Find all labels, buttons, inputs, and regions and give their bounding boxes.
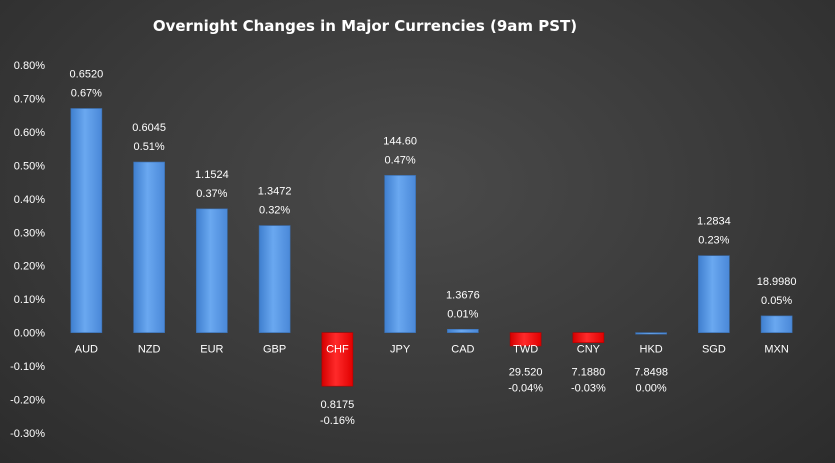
y-tick-label: 0.40%: [14, 194, 45, 206]
y-tick-label: 0.30%: [14, 227, 45, 239]
category-label: CAD: [451, 344, 474, 356]
bar-sgd: [698, 255, 730, 333]
rate-label: 7.8498: [634, 367, 668, 379]
value-label: 0.05%: [761, 295, 792, 307]
category-label: MXN: [764, 344, 789, 356]
bar-nzd: [133, 161, 165, 333]
bar-hkd: [635, 332, 667, 335]
bar-chf: [321, 332, 354, 387]
data-labels: 0.6520 0.67% 0.6045 0.51% 1.1524 0.37% 1.3472 0…: [70, 68, 797, 427]
category-label: HKD: [640, 344, 663, 356]
y-tick-label: 0.60%: [14, 127, 45, 139]
bar-mxn: [760, 315, 793, 333]
rate-label: 0.6520: [70, 68, 104, 80]
category-label: GBP: [263, 344, 286, 356]
bar-gbp: [258, 225, 291, 333]
rate-label: 1.3472: [258, 186, 292, 198]
bars: [70, 108, 793, 387]
y-axis: -0.30% -0.20% -0.10% 0.00% 0.10% 0.20% 0.30% 0.…: [10, 60, 45, 440]
value-label: 0.32%: [259, 205, 290, 217]
y-tick-label: -0.30%: [10, 428, 45, 440]
rate-label: 1.3676: [446, 289, 480, 301]
value-label: 0.37%: [196, 188, 227, 200]
value-label: 0.67%: [71, 87, 102, 99]
chart-title: Overnight Changes in Major Currencies (9…: [153, 17, 577, 35]
bar-cny: [572, 332, 605, 343]
category-label: TWD: [513, 344, 538, 356]
value-label: -0.04%: [508, 383, 543, 395]
category-labels: AUD NZD EUR GBP CHF JPY CAD TWD CNY HKD SGD MXN: [75, 344, 789, 356]
category-label: AUD: [75, 344, 98, 356]
value-label: -0.03%: [571, 383, 606, 395]
value-label: -0.16%: [320, 415, 355, 427]
category-label: CNY: [577, 344, 601, 356]
y-tick-label: 0.80%: [14, 60, 45, 72]
rate-label: 18.9980: [757, 276, 797, 288]
y-tick-label: 0.50%: [14, 160, 45, 172]
value-label: 0.51%: [134, 141, 165, 153]
bar-twd: [509, 332, 542, 347]
category-label: SGD: [702, 344, 726, 356]
bar-cad: [447, 328, 479, 333]
bar-aud: [70, 108, 103, 333]
y-tick-label: 0.20%: [14, 261, 45, 273]
value-label: 0.47%: [385, 154, 416, 166]
bar-eur: [196, 208, 228, 333]
value-label: 0.01%: [447, 308, 478, 320]
category-label: EUR: [200, 344, 223, 356]
rate-label: 144.60: [383, 135, 417, 147]
y-tick-label: 0.00%: [14, 328, 45, 340]
category-label: NZD: [138, 344, 161, 356]
category-label: JPY: [390, 344, 411, 356]
value-label: 0.23%: [698, 235, 729, 247]
rate-label: 29.520: [509, 367, 543, 379]
category-label: CHF: [326, 344, 349, 356]
y-tick-label: -0.20%: [10, 395, 45, 407]
y-tick-label: 0.70%: [14, 93, 45, 105]
y-tick-label: -0.10%: [10, 361, 45, 373]
rate-label: 1.2834: [697, 216, 731, 228]
value-label: 0.00%: [636, 383, 667, 395]
rate-label: 1.1524: [195, 169, 229, 181]
y-tick-label: 0.10%: [14, 294, 45, 306]
rate-label: 7.1880: [572, 367, 606, 379]
bar-jpy: [384, 175, 416, 333]
rate-label: 0.6045: [132, 122, 166, 134]
rate-label: 0.8175: [321, 399, 355, 411]
